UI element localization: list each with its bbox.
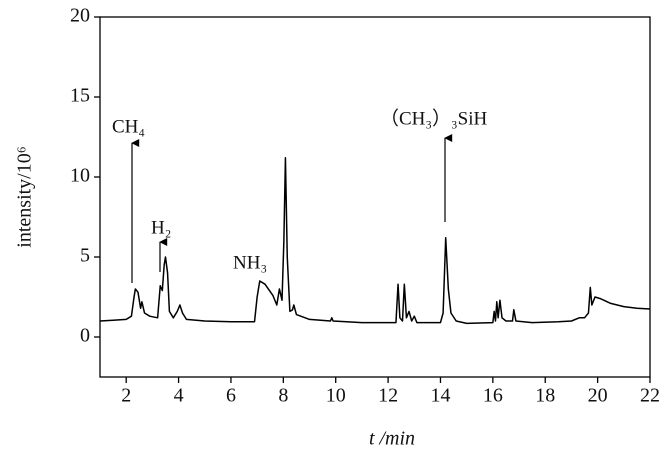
x-tick-label: 8 bbox=[278, 385, 288, 407]
data-line bbox=[99, 157, 651, 325]
y-tick-label: 15 bbox=[70, 85, 90, 107]
x-tick-label: 2 bbox=[121, 385, 131, 407]
y-axis-label: intensity/10⁶ bbox=[14, 146, 36, 247]
x-axis-label: t /min bbox=[369, 428, 415, 450]
x-tick-label: 16 bbox=[483, 385, 503, 407]
x-tick-label: 6 bbox=[226, 385, 236, 407]
y-tick-label: 0 bbox=[80, 325, 90, 347]
annotation: NH₃ bbox=[233, 252, 267, 273]
x-tick-label: 20 bbox=[588, 385, 608, 407]
y-tick-label: 10 bbox=[70, 165, 90, 187]
annotation: （CH₃）₃SiH bbox=[380, 107, 487, 129]
x-tick-label: 10 bbox=[326, 385, 346, 407]
annotation: H₂ bbox=[151, 217, 171, 238]
plot-frame bbox=[99, 16, 651, 378]
x-tick-label: 22 bbox=[640, 385, 660, 407]
y-tick-label: 5 bbox=[80, 245, 90, 267]
x-tick-label: 14 bbox=[430, 385, 450, 407]
x-tick-label: 12 bbox=[378, 385, 398, 407]
annotation: CH₄ bbox=[112, 116, 145, 137]
x-tick-label: 4 bbox=[174, 385, 184, 407]
x-tick-label: 18 bbox=[535, 385, 555, 407]
y-tick-label: 20 bbox=[70, 5, 90, 27]
